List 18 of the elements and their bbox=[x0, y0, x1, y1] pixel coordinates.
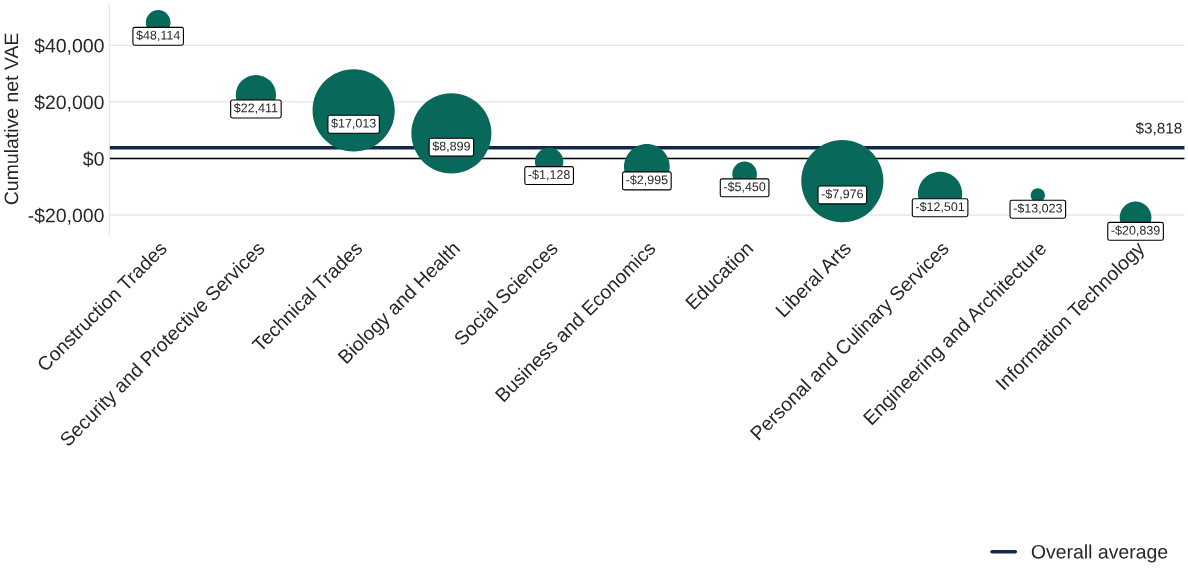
data-label: $17,013 bbox=[331, 118, 376, 130]
data-label: $8,899 bbox=[432, 141, 470, 153]
data-label: -$1,128 bbox=[528, 169, 570, 181]
legend-label: Overall average bbox=[1031, 544, 1168, 563]
data-label: -$13,023 bbox=[1013, 203, 1062, 215]
data-label: -$7,976 bbox=[821, 188, 863, 200]
data-label: -$5,450 bbox=[723, 181, 766, 193]
y-tick-label: $0 bbox=[83, 151, 104, 167]
data-label: -$12,501 bbox=[915, 201, 965, 213]
annotation: $3,818 bbox=[1135, 122, 1182, 136]
data-label: -$20,839 bbox=[1111, 225, 1160, 237]
data-label: $48,114 bbox=[136, 30, 180, 42]
y-tick-label: $20,000 bbox=[34, 94, 104, 112]
data-label: -$2,995 bbox=[626, 174, 668, 186]
y-axis-title: Cumulative net VAE bbox=[4, 33, 19, 205]
y-tick-label: -$20,000 bbox=[28, 207, 104, 225]
data-label: $22,411 bbox=[233, 102, 278, 114]
y-tick-label: $40,000 bbox=[34, 37, 104, 55]
